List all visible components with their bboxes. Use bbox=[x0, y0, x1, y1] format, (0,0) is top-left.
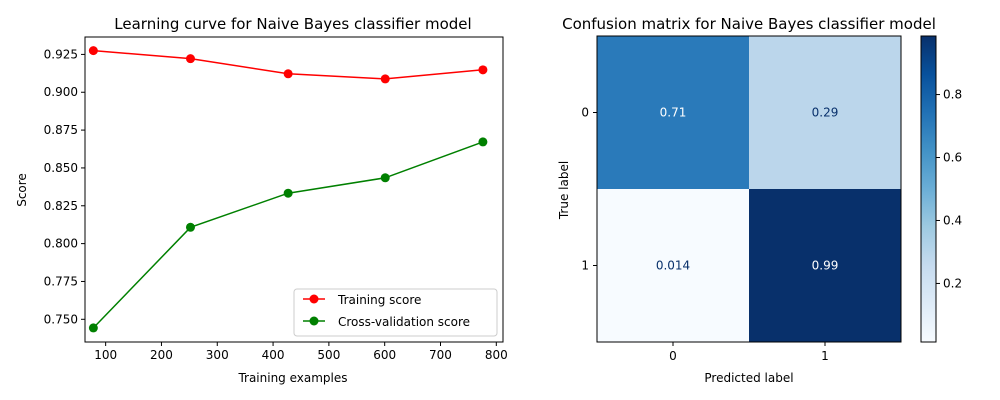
matrix-cell bbox=[749, 36, 901, 189]
learning-curve-axes-frame bbox=[84, 36, 504, 343]
y-tick-label: 0.850 bbox=[44, 161, 78, 175]
confusion-matrix-x-axis-label: Predicted label bbox=[704, 371, 793, 385]
y-tick-label: 0 bbox=[581, 106, 589, 120]
learning-curve-x-axis-label: Training examples bbox=[237, 371, 347, 385]
legend-box bbox=[293, 288, 498, 337]
colorbar-tick-label: 0.8 bbox=[943, 88, 962, 102]
legend-label-cross-validation: Cross-validation score bbox=[338, 315, 470, 329]
confusion-matrix-y-axis-label: True label bbox=[557, 161, 571, 220]
x-tick-label: 600 bbox=[373, 348, 396, 362]
colorbar-tick-label: 0.4 bbox=[943, 213, 962, 227]
matrix-cell bbox=[749, 189, 901, 342]
x-tick-label: 800 bbox=[485, 348, 508, 362]
learning-curve-y-axis-label: Score bbox=[15, 173, 29, 207]
cross-validation-score-point bbox=[88, 323, 98, 333]
matrix-cell bbox=[597, 36, 749, 189]
y-tick-label: 0.800 bbox=[44, 237, 78, 251]
matrix-cell-value: 0.99 bbox=[812, 259, 839, 273]
training-score-point bbox=[88, 46, 98, 56]
x-tick-label: 1 bbox=[821, 349, 829, 363]
colorbar-gradient bbox=[920, 35, 937, 343]
matrix-cell bbox=[597, 189, 749, 342]
y-tick-label: 0.775 bbox=[44, 274, 78, 288]
x-tick-label: 100 bbox=[94, 348, 117, 362]
legend-marker-training bbox=[309, 294, 319, 304]
matrix-frame bbox=[596, 35, 902, 343]
training-score-point bbox=[283, 69, 293, 79]
cross-validation-score-point bbox=[283, 188, 293, 198]
learning-curve-plot-area: 100 200 300 400 500 600 700 800 0.750 0.775 0.800 0… bbox=[44, 46, 508, 362]
legend-label-training: Training score bbox=[337, 293, 421, 307]
colorbar: 0.2 0.4 0.6 0.8 bbox=[920, 35, 962, 343]
matrix-cell-value: 0.71 bbox=[660, 106, 687, 120]
colorbar-tick-label: 0.6 bbox=[943, 151, 962, 165]
cross-validation-score-point bbox=[185, 222, 195, 232]
x-tick-label: 700 bbox=[429, 348, 452, 362]
training-score-point bbox=[185, 54, 195, 64]
training-score-point bbox=[380, 74, 390, 84]
cross-validation-score-point bbox=[478, 137, 488, 147]
colorbar-tick-label: 0.2 bbox=[943, 276, 962, 290]
confusion-matrix-plot-area: 0.71 0.29 0.014 0.99 0 1 0 1 bbox=[581, 35, 902, 363]
learning-curve-legend: Training score Cross-validation score bbox=[293, 288, 498, 337]
y-tick-label: 0.825 bbox=[44, 199, 78, 213]
x-tick-label: 0 bbox=[669, 349, 677, 363]
learning-curve-title: Learning curve for Naive Bayes classifie… bbox=[114, 15, 471, 33]
confusion-matrix-title: Confusion matrix for Naive Bayes classif… bbox=[562, 15, 936, 33]
legend-marker-cross-validation bbox=[309, 316, 319, 326]
x-tick-label: 300 bbox=[206, 348, 229, 362]
training-score-point bbox=[478, 65, 488, 75]
matrix-cell-value: 0.29 bbox=[812, 106, 839, 120]
confusion-matrix-chart: Confusion matrix for Naive Bayes classif… bbox=[557, 15, 962, 385]
cross-validation-score-point bbox=[380, 173, 390, 183]
y-tick-label: 0.750 bbox=[44, 312, 78, 326]
y-tick-label: 0.875 bbox=[44, 123, 78, 137]
y-tick-label: 0.925 bbox=[44, 47, 78, 61]
matrix-cell-value: 0.014 bbox=[656, 259, 690, 273]
learning-curve-chart: Learning curve for Naive Bayes classifie… bbox=[15, 15, 508, 385]
x-tick-label: 400 bbox=[262, 348, 285, 362]
y-tick-label: 1 bbox=[581, 259, 589, 273]
y-tick-label: 0.900 bbox=[44, 85, 78, 99]
x-tick-label: 500 bbox=[317, 348, 340, 362]
x-tick-label: 200 bbox=[150, 348, 173, 362]
